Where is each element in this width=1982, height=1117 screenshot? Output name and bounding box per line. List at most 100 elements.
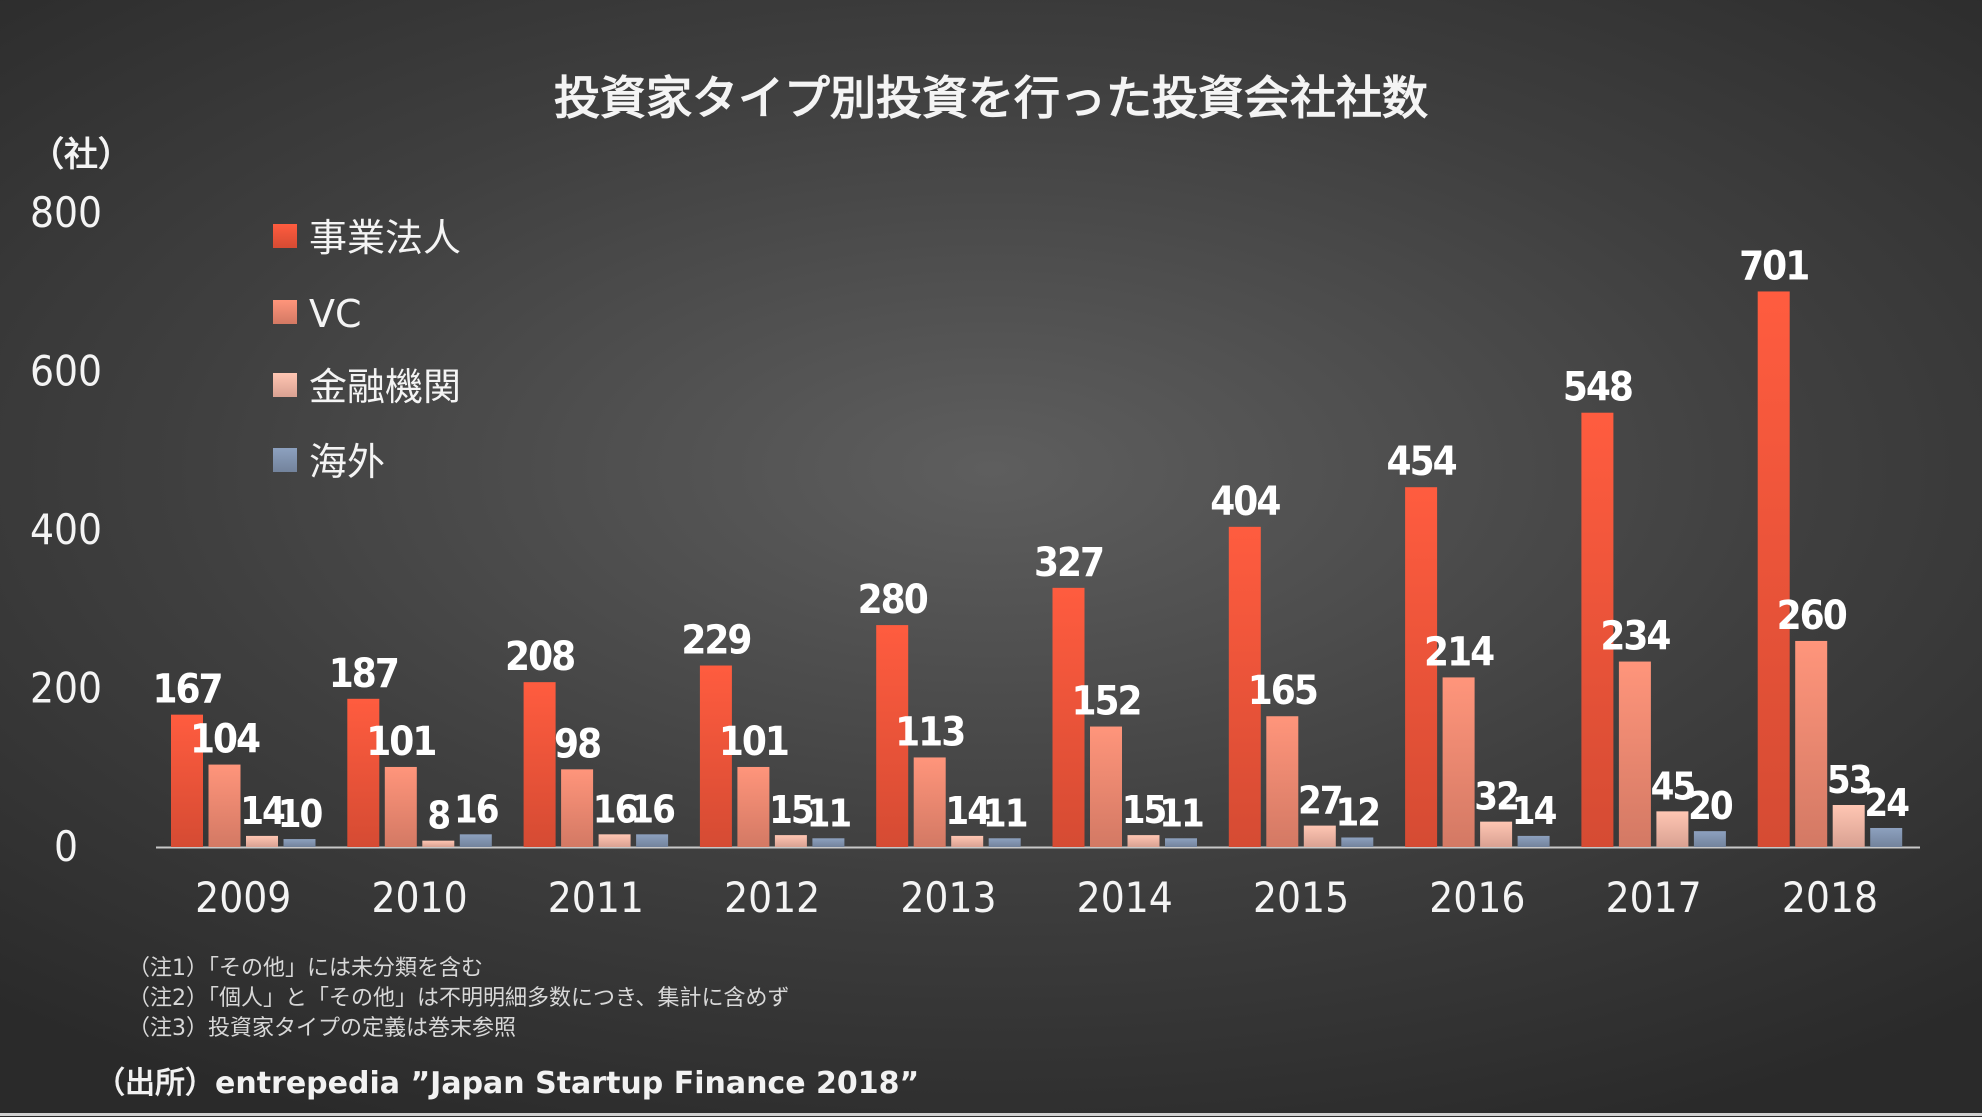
legend-label: VC bbox=[309, 292, 362, 336]
bar bbox=[913, 757, 946, 847]
bar-value-label: 167 bbox=[152, 667, 221, 713]
bar-value-label: 101 bbox=[366, 719, 435, 765]
bar-value-label: 14 bbox=[240, 789, 285, 833]
bar-value-label: 15 bbox=[1122, 788, 1166, 832]
legend-swatch bbox=[273, 448, 297, 472]
bar-value-label: 12 bbox=[1336, 790, 1380, 834]
x-tick-label: 2014 bbox=[1077, 873, 1173, 922]
bar-value-label: 187 bbox=[329, 651, 398, 697]
bar bbox=[561, 769, 594, 847]
chart-title: 投資家タイプ別投資を行った投資会社社数 bbox=[554, 71, 1428, 125]
bar-value-label: 152 bbox=[1071, 679, 1140, 725]
footnote-2: （注2）「個人」と「その他」は不明明細多数につき、集計に含めず bbox=[128, 986, 790, 1011]
bar bbox=[246, 835, 278, 847]
bar bbox=[1303, 825, 1336, 847]
bar-value-label: 27 bbox=[1298, 779, 1342, 823]
bar bbox=[1165, 838, 1197, 847]
x-tick-label: 2016 bbox=[1429, 873, 1525, 922]
bar bbox=[1693, 831, 1726, 847]
bar-value-label: 214 bbox=[1424, 629, 1494, 675]
source-citation: （出所）entrepedia ”Japan Startup Finance 20… bbox=[95, 1066, 920, 1101]
legend-item: 海外 bbox=[273, 440, 385, 484]
bar-value-label: 113 bbox=[895, 709, 964, 755]
bar bbox=[876, 625, 909, 847]
bar-value-label: 8 bbox=[427, 794, 449, 838]
legend-item: 金融機関 bbox=[273, 365, 461, 409]
bar-value-label: 208 bbox=[505, 634, 574, 680]
bar-value-label: 701 bbox=[1739, 243, 1808, 289]
bar-value-label: 104 bbox=[190, 717, 260, 763]
x-tick-label: 2018 bbox=[1782, 873, 1878, 922]
y-tick-label: 200 bbox=[30, 664, 102, 713]
bar-value-label: 404 bbox=[1210, 479, 1280, 525]
bar bbox=[1656, 811, 1689, 847]
bar bbox=[951, 835, 984, 847]
legend-item: 事業法人 bbox=[273, 216, 461, 260]
bar bbox=[384, 766, 417, 847]
bar-value-label: 260 bbox=[1777, 593, 1847, 639]
x-tick-label: 2010 bbox=[371, 873, 467, 922]
footnote-3: （注3）投資家タイプの定義は巻末参照 bbox=[128, 1016, 516, 1041]
bar-value-label: 11 bbox=[983, 791, 1027, 835]
bar-value-label: 280 bbox=[858, 577, 928, 623]
bar bbox=[598, 834, 631, 847]
x-tick-label: 2017 bbox=[1606, 873, 1702, 922]
bar-value-label: 15 bbox=[769, 788, 813, 832]
bar bbox=[171, 714, 203, 847]
bar-value-label: 101 bbox=[719, 719, 788, 765]
bar bbox=[1832, 804, 1865, 847]
bar-value-label: 11 bbox=[1159, 791, 1203, 835]
bar bbox=[1795, 640, 1828, 847]
legend-label: 金融機関 bbox=[309, 365, 461, 409]
x-tick-label: 2009 bbox=[195, 873, 291, 922]
bar-value-label: 14 bbox=[1512, 789, 1557, 833]
legend-swatch bbox=[273, 300, 297, 324]
bar bbox=[812, 838, 845, 847]
bar bbox=[1405, 487, 1438, 847]
bar-value-label: 327 bbox=[1034, 540, 1103, 586]
bar-value-label: 20 bbox=[1688, 784, 1733, 828]
x-tick-label: 2012 bbox=[724, 873, 820, 922]
bar bbox=[636, 834, 669, 847]
x-tick-label: 2015 bbox=[1253, 873, 1349, 922]
y-tick-label: 0 bbox=[54, 822, 78, 871]
y-tick-label: 800 bbox=[30, 188, 102, 237]
y-tick-label: 400 bbox=[30, 505, 102, 554]
bar bbox=[774, 835, 807, 847]
bar-value-label: 11 bbox=[807, 791, 851, 835]
y-tick-label: 600 bbox=[30, 347, 102, 396]
footnote-1: （注1）「その他」には未分類を含む bbox=[128, 956, 483, 981]
x-tick-label: 2011 bbox=[548, 873, 644, 922]
bar-group-2010: 187 101 8 16 bbox=[329, 651, 500, 847]
bar bbox=[699, 665, 732, 847]
bar bbox=[459, 834, 492, 847]
legend-swatch bbox=[273, 224, 297, 248]
bar-value-label: 548 bbox=[1563, 365, 1632, 411]
legend-item: VC bbox=[273, 292, 362, 336]
bar bbox=[1517, 835, 1550, 847]
bar-value-label: 98 bbox=[554, 721, 600, 767]
bottom-divider bbox=[0, 1113, 1982, 1116]
bar-value-label: 16 bbox=[630, 787, 674, 831]
bar bbox=[1090, 726, 1122, 847]
bar bbox=[988, 838, 1021, 847]
legend-label: 海外 bbox=[309, 440, 385, 484]
bar bbox=[347, 698, 380, 847]
bar bbox=[1618, 661, 1651, 847]
bar-value-label: 229 bbox=[681, 618, 750, 664]
bar bbox=[1442, 677, 1475, 847]
bar bbox=[1266, 716, 1299, 847]
bar-value-label: 32 bbox=[1474, 775, 1518, 819]
bar bbox=[1757, 291, 1790, 847]
bar-value-label: 24 bbox=[1864, 781, 1909, 825]
